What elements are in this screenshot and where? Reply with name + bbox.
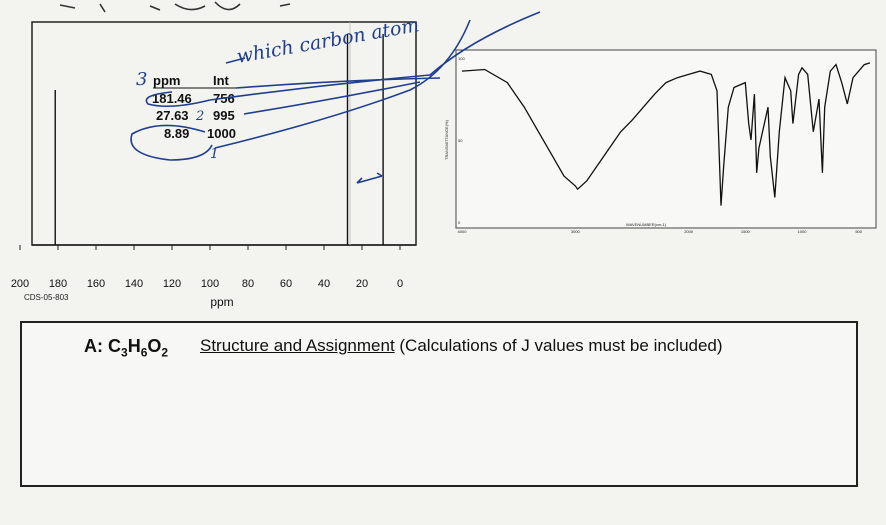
table-header-ppm: ppm xyxy=(153,73,180,88)
nmr-tick-label: 60 xyxy=(280,278,292,290)
nmr-tick-label: 80 xyxy=(242,278,254,290)
formula-part-h: H xyxy=(127,336,141,356)
ir-frame xyxy=(455,49,877,229)
nmr-tick-label: 160 xyxy=(87,278,105,290)
ir-y-tick-label: 0 xyxy=(458,220,461,225)
table-row-3-ppm: 8.89 xyxy=(164,126,189,141)
nmr-peaks xyxy=(54,34,384,245)
ir-y-ticks: 100 50 0 xyxy=(458,56,465,225)
nmr-x-ticks: 200 180 160 140 120 100 80 60 40 20 0 xyxy=(11,245,403,290)
handwritten-2: 2 xyxy=(195,109,204,124)
top-scribbles xyxy=(59,1,291,13)
ir-y-tick-label: 100 xyxy=(458,56,465,61)
ir-x-tick-label: 1000 xyxy=(798,229,808,234)
instructions-heading: Structure and Assignment xyxy=(200,336,395,355)
nmr-tick-label: 180 xyxy=(49,278,67,290)
nmr-tick-label: 40 xyxy=(318,278,330,290)
table-row-3-int: 1000 xyxy=(207,126,236,141)
instructions-note: (Calculations of J values must be includ… xyxy=(394,336,723,355)
sample-code: CDS-05-803 xyxy=(24,293,69,302)
ir-y-tick-label: 50 xyxy=(458,138,463,143)
instructions-text: Structure and Assignment (Calculations o… xyxy=(200,336,723,356)
table-row-2-int: 995 xyxy=(213,108,235,123)
ir-y-axis-label: TRANSMITTANCE(%) xyxy=(444,119,449,160)
formula-sub-c: 3 xyxy=(121,345,128,360)
nmr-tick-label: 0 xyxy=(397,278,403,290)
formula-sub-h: 6 xyxy=(140,345,148,360)
ir-x-tick-label: 500 xyxy=(855,229,862,234)
molecular-formula: A: C3H6O2 xyxy=(84,336,168,360)
handwritten-3: 3 xyxy=(136,69,147,90)
nmr-tick-label: 200 xyxy=(11,278,29,290)
answer-box[interactable]: A: C3H6O2 Structure and Assignment (Calc… xyxy=(20,321,858,487)
ir-transmittance-line xyxy=(461,62,871,206)
nmr-spectrum: 200 180 160 140 120 100 80 60 40 20 0 ppm CDS-05-8… xyxy=(11,21,417,309)
handwritten-1: 1 xyxy=(210,146,219,162)
nmr-tick-label: 100 xyxy=(201,278,219,290)
table-header-int: Int xyxy=(213,73,230,88)
ir-x-axis-label: WAVENUMBER(cm-1) xyxy=(626,222,667,227)
ir-x-tick-label: 3000 xyxy=(571,229,581,234)
ir-x-ticks: 4000 3000 2000 1500 1000 500 xyxy=(458,229,863,234)
table-row-2-ppm: 27.63 xyxy=(156,108,189,123)
formula-part-c: A: C xyxy=(84,336,121,356)
table-row-1-ppm: 181.46 xyxy=(152,91,192,106)
ir-x-tick-label: 4000 xyxy=(458,229,468,234)
ir-x-tick-label: 2000 xyxy=(684,229,694,234)
nmr-x-axis-label: ppm xyxy=(210,295,233,309)
formula-sub-o: 2 xyxy=(161,345,169,360)
formula-part-o: O xyxy=(147,336,162,356)
nmr-tick-label: 20 xyxy=(356,278,368,290)
ir-x-tick-label: 1500 xyxy=(741,229,751,234)
nmr-tick-label: 140 xyxy=(125,278,143,290)
nmr-tick-label: 120 xyxy=(163,278,181,290)
